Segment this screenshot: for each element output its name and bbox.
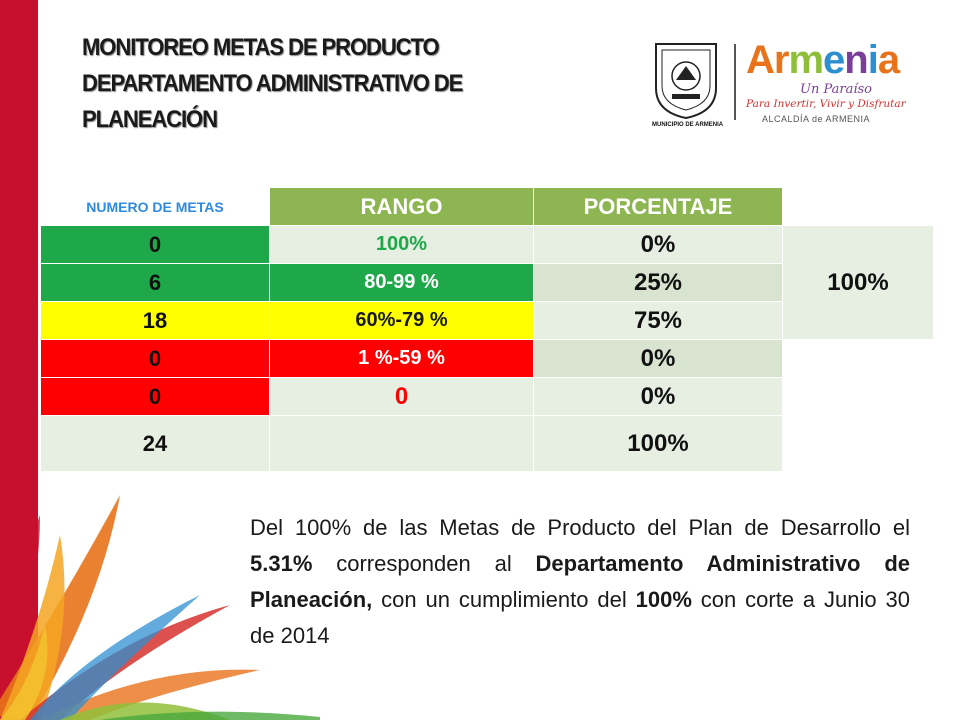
municipal-seal-logo xyxy=(655,43,717,120)
logo-divider xyxy=(734,44,736,120)
range-cell: 0 xyxy=(269,377,534,416)
title-line-2: DEPARTAMENTO ADMINISTRATIVO DE xyxy=(82,70,463,97)
table-row: 0 1 %-59 % 0% xyxy=(40,339,934,378)
count-cell: 0 xyxy=(40,225,270,264)
header-rango: RANGO xyxy=(269,187,534,226)
brand-slogan: Para Invertir, Vivir y Disfrutar xyxy=(746,98,906,110)
percent-cell: 75% xyxy=(533,301,783,340)
title-line-1: MONITOREO METAS DE PRODUCTO xyxy=(82,34,440,61)
metas-table: NUMERO DE METAS RANGO PORCENTAJE 0 100% … xyxy=(40,187,934,472)
range-cell: 100% xyxy=(269,225,534,264)
summary-text-3: con un cumplimiento del xyxy=(372,587,636,612)
summary-paragraph: Del 100% de las Metas de Producto del Pl… xyxy=(250,510,910,654)
percent-cell: 0% xyxy=(533,377,783,416)
logos-area: MUNICIPIO DE ARMENIA Armenia Un Paraíso … xyxy=(650,30,910,130)
row-spacer xyxy=(782,339,934,378)
armenia-brand-logo: Armenia xyxy=(746,38,900,83)
seal-caption: MUNICIPIO DE ARMENIA xyxy=(652,122,724,128)
percent-cell: 0% xyxy=(533,339,783,378)
brand-letter-i: i xyxy=(867,38,879,82)
table-row: 0 100% 0% 100% xyxy=(40,225,934,340)
table-header-row: NUMERO DE METAS RANGO PORCENTAJE xyxy=(40,187,934,226)
bird-of-paradise-flower-decoration xyxy=(0,495,320,720)
summary-text-4: con corte a Junio 30 de 2014 xyxy=(250,587,910,648)
header-porcentaje: PORCENTAJE xyxy=(533,187,783,226)
percent-cell: 25% xyxy=(533,263,783,302)
row-spacer xyxy=(782,415,934,472)
table-row: 0 0 0% xyxy=(40,377,934,416)
brand-letter-n: n xyxy=(844,38,868,82)
row-spacer xyxy=(782,377,934,416)
page-title: MONITOREO METAS DE PRODUCTO DEPARTAMENTO… xyxy=(82,30,514,138)
summary-percent-share: 5.31% xyxy=(250,551,313,576)
brand-letter-m: m xyxy=(788,38,824,82)
count-cell: 0 xyxy=(40,339,270,378)
brand-tagline: Un Paraíso xyxy=(800,82,872,97)
count-cell: 0 xyxy=(40,377,270,416)
total-count-cell: 24 xyxy=(40,415,270,472)
header-spacer xyxy=(782,187,934,226)
summary-department-name: Departamento Administrativo de Planeació… xyxy=(250,551,911,612)
brand-letter-e: e xyxy=(823,38,845,82)
percent-cell: 0% xyxy=(533,225,783,264)
brand-letters-ar: Ar xyxy=(746,38,789,82)
count-cell: 6 xyxy=(40,263,270,302)
title-line-3: PLANEACIÓN xyxy=(82,106,218,133)
range-cell: 80-99 % xyxy=(269,263,534,302)
total-range-cell xyxy=(269,415,534,472)
range-cell: 60%-79 % xyxy=(269,301,534,340)
brand-letter-a: a xyxy=(877,38,900,82)
summary-compliance-percent: 100% xyxy=(635,587,692,612)
header-numero-metas: NUMERO DE METAS xyxy=(40,187,270,226)
summary-text-2: corresponden al xyxy=(312,551,536,576)
range-cell: 1 %-59 % xyxy=(269,339,534,378)
table-total-row: 24 100% xyxy=(40,415,934,472)
count-cell: 18 xyxy=(40,301,270,340)
brand-footer: ALCALDÍA de ARMENIA xyxy=(762,114,871,124)
total-percent-cell: 100% xyxy=(533,415,783,472)
side-total-cell: 100% xyxy=(782,225,934,340)
table-row: 6 80-99 % 25% xyxy=(40,263,934,302)
summary-text-1: Del 100% de las Metas de Producto del Pl… xyxy=(250,515,910,540)
